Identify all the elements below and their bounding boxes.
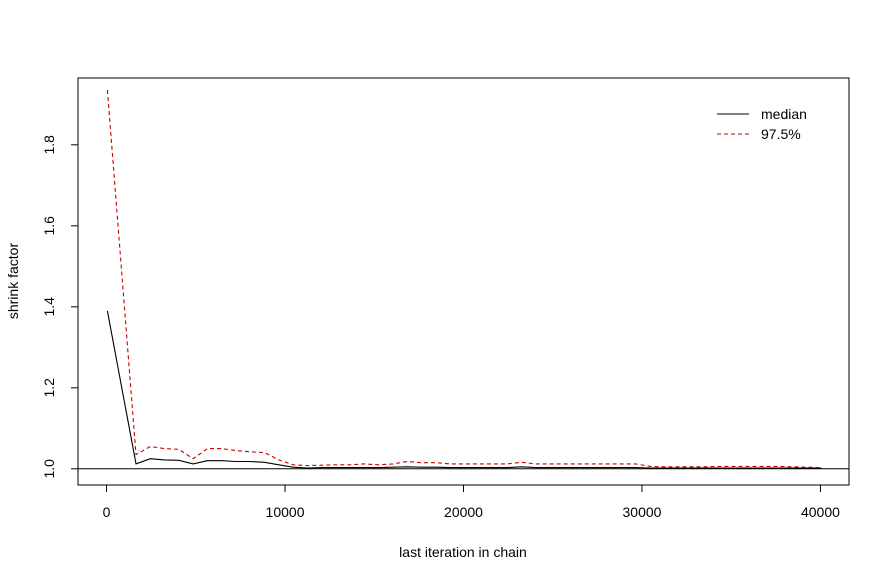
plot-frame — [77, 77, 850, 486]
x-axis: 0 10000 20000 30000 40000 — [103, 485, 840, 520]
y-axis-title: shrink factor — [5, 243, 21, 320]
x-tick-label: 0 — [103, 504, 111, 520]
x-tick-label: 40000 — [801, 504, 840, 520]
x-tick-label: 30000 — [623, 504, 662, 520]
x-tick-label: 20000 — [444, 504, 483, 520]
x-axis-title: last iteration in chain — [399, 544, 527, 560]
y-axis: 1.0 1.2 1.4 1.6 1.8 — [41, 135, 78, 479]
legend-label: median — [761, 106, 807, 122]
y-tick-label: 1.4 — [41, 297, 57, 317]
series-layer — [106, 90, 822, 469]
y-tick-label: 1.2 — [41, 378, 57, 398]
y-tick-label: 1.6 — [41, 216, 57, 236]
legend-label: 97.5% — [761, 126, 801, 142]
y-tick-label: 1.8 — [41, 135, 57, 155]
legend: median 97.5% — [717, 106, 807, 142]
series-line-upper-97-5 — [106, 90, 822, 469]
y-tick-label: 1.0 — [41, 459, 57, 479]
x-tick-label: 10000 — [266, 504, 305, 520]
series-line-median — [106, 310, 822, 469]
